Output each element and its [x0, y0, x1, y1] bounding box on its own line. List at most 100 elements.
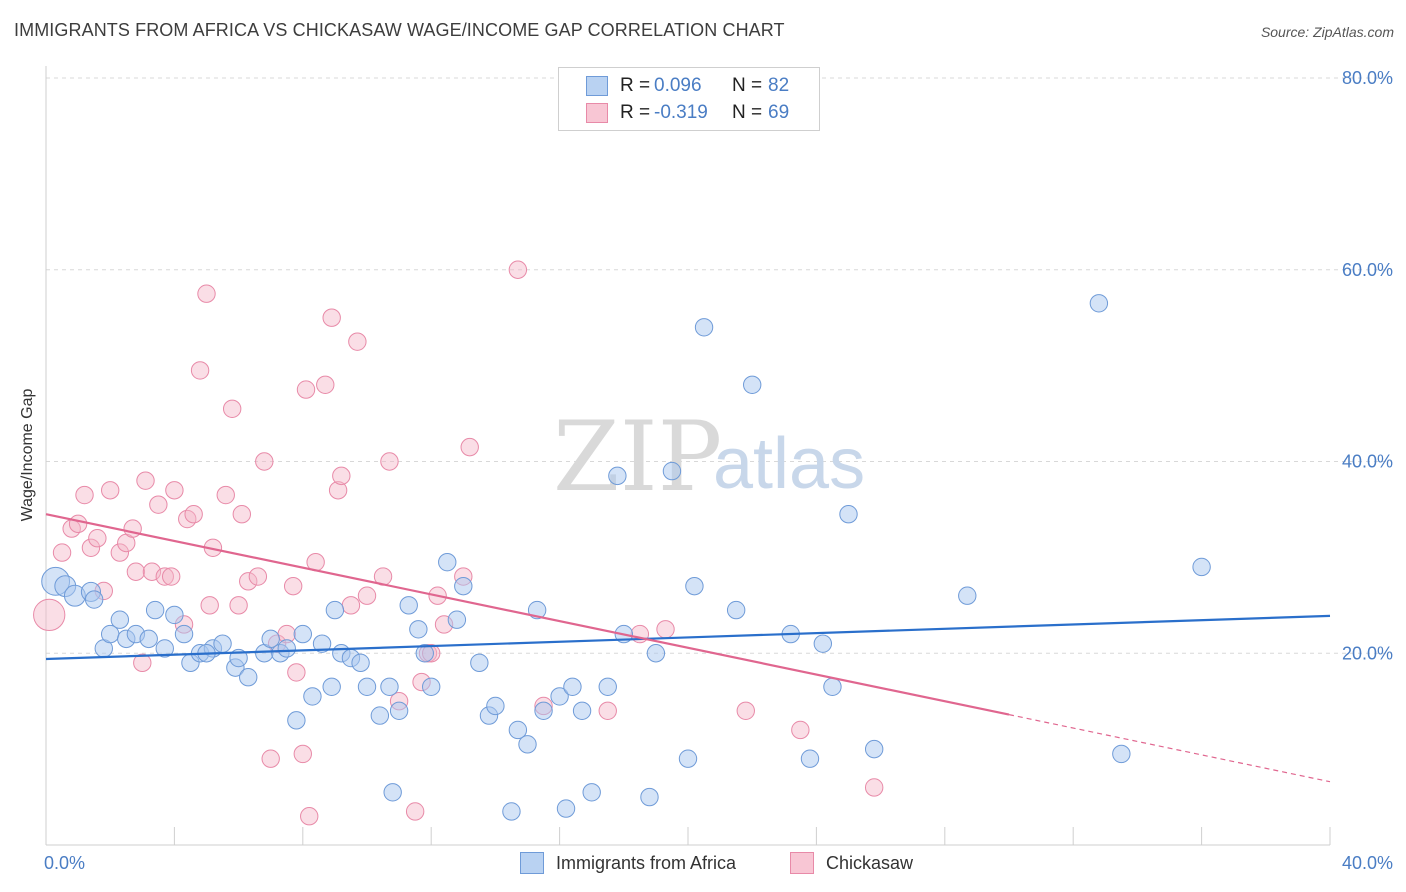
chickasaw-point: [81, 538, 101, 557]
africa-point: [743, 375, 762, 394]
africa-point: [864, 739, 884, 759]
africa-point: [155, 639, 174, 658]
bottom-legend-chickasaw: Chickasaw: [790, 852, 913, 874]
africa-point: [1112, 744, 1131, 764]
africa-point: [502, 802, 521, 821]
chickasaw-point: [136, 471, 155, 490]
africa-point: [145, 600, 165, 620]
africa-point: [839, 505, 858, 524]
chickasaw-point: [293, 744, 312, 764]
africa-point: [389, 701, 409, 720]
africa-point: [454, 576, 473, 596]
chickasaw-point: [222, 399, 242, 418]
x-tick-label: 40.0%: [1342, 853, 1393, 873]
chickasaw-trend-extension: [1008, 714, 1331, 783]
africa-point: [598, 677, 617, 697]
chickasaw-point: [357, 586, 377, 605]
africa-point: [293, 624, 312, 644]
africa-point: [357, 677, 377, 697]
chickasaw-point: [229, 596, 248, 615]
africa-point: [958, 586, 977, 605]
africa-point: [287, 711, 306, 730]
africa-point: [550, 687, 569, 706]
chickasaw-point: [33, 598, 66, 632]
africa-point: [399, 596, 418, 615]
africa-point: [813, 634, 833, 653]
y-tick-label: 20.0%: [1342, 643, 1393, 663]
bottom-legend-swatch-chickasaw: [790, 852, 814, 874]
legend-swatch-africa: [586, 76, 608, 96]
chickasaw-point: [328, 481, 348, 500]
chickasaw-point: [52, 543, 72, 562]
axes: [45, 66, 1331, 846]
legend-row-africa: R = 0.096 N = 82: [559, 73, 789, 99]
chickasaw-points: [33, 260, 884, 826]
x-tick-label: 0.0%: [44, 853, 85, 873]
chickasaw-point: [791, 720, 810, 740]
africa-point: [823, 677, 842, 697]
bottom-legend-swatch-africa: [520, 852, 544, 874]
tick-labels: 20.0% 40.0% 60.0% 80.0% 0.0% 40.0%: [44, 68, 1393, 873]
africa-point: [322, 677, 341, 697]
africa-point: [139, 629, 158, 649]
africa-point: [277, 639, 296, 658]
chickasaw-point: [296, 380, 316, 399]
chickasaw-point: [126, 562, 146, 581]
chickasaw-point: [123, 519, 142, 538]
chickasaw-point: [68, 514, 88, 534]
chickasaw-point: [316, 375, 335, 394]
legend-n-label: N =: [732, 102, 763, 123]
trend-lines: [45, 513, 1331, 783]
legend-r-value: -0.319: [654, 102, 708, 123]
africa-point: [508, 720, 528, 740]
chickasaw-point: [101, 481, 120, 500]
chickasaw-point: [178, 509, 197, 529]
chickasaw-point: [380, 452, 399, 471]
chickasaw-point: [405, 802, 425, 821]
africa-point: [563, 677, 582, 697]
chickasaw-point: [75, 485, 94, 505]
africa-point: [1192, 557, 1211, 577]
chickasaw-point: [197, 284, 216, 303]
africa-point: [646, 644, 666, 663]
chickasaw-point: [110, 543, 130, 562]
africa-point: [438, 552, 457, 572]
africa-point: [694, 318, 714, 337]
legend-n-value: 69: [768, 102, 790, 123]
chickasaw-point: [348, 332, 367, 351]
chickasaw-point: [255, 452, 274, 471]
chickasaw-point: [155, 567, 174, 586]
africa-point: [383, 783, 402, 802]
chickasaw-point: [322, 308, 341, 327]
chickasaw-point: [149, 495, 168, 514]
chickasaw-point: [248, 567, 268, 586]
africa-point: [1089, 294, 1109, 313]
chickasaw-point: [165, 481, 184, 500]
chickasaw-point: [508, 260, 528, 279]
legend-row-chickasaw: R = -0.319 N = 69: [559, 100, 789, 126]
africa-point: [213, 634, 232, 653]
y-tick-label: 80.0%: [1342, 68, 1393, 88]
africa-point: [422, 677, 441, 697]
legend-r-value: 0.096: [654, 75, 702, 96]
africa-point: [325, 600, 345, 620]
africa-point: [662, 461, 682, 481]
chickasaw-point: [460, 437, 479, 457]
grid-lines: [46, 77, 1392, 654]
africa-point: [447, 610, 467, 629]
chickasaw-point: [341, 596, 361, 615]
africa-point: [239, 668, 258, 687]
africa-point: [726, 600, 746, 620]
africa-point: [572, 701, 592, 720]
africa-point: [415, 644, 434, 663]
africa-point: [409, 620, 428, 639]
legend-swatch-chickasaw: [586, 103, 608, 123]
y-tick-label: 60.0%: [1342, 260, 1393, 280]
chickasaw-point: [232, 505, 252, 524]
legend-r-label: R =: [620, 102, 651, 123]
africa-point: [518, 735, 537, 754]
africa-point: [84, 590, 104, 609]
source-credit: Source: ZipAtlas.com: [1260, 24, 1394, 40]
chickasaw-point: [133, 653, 152, 673]
